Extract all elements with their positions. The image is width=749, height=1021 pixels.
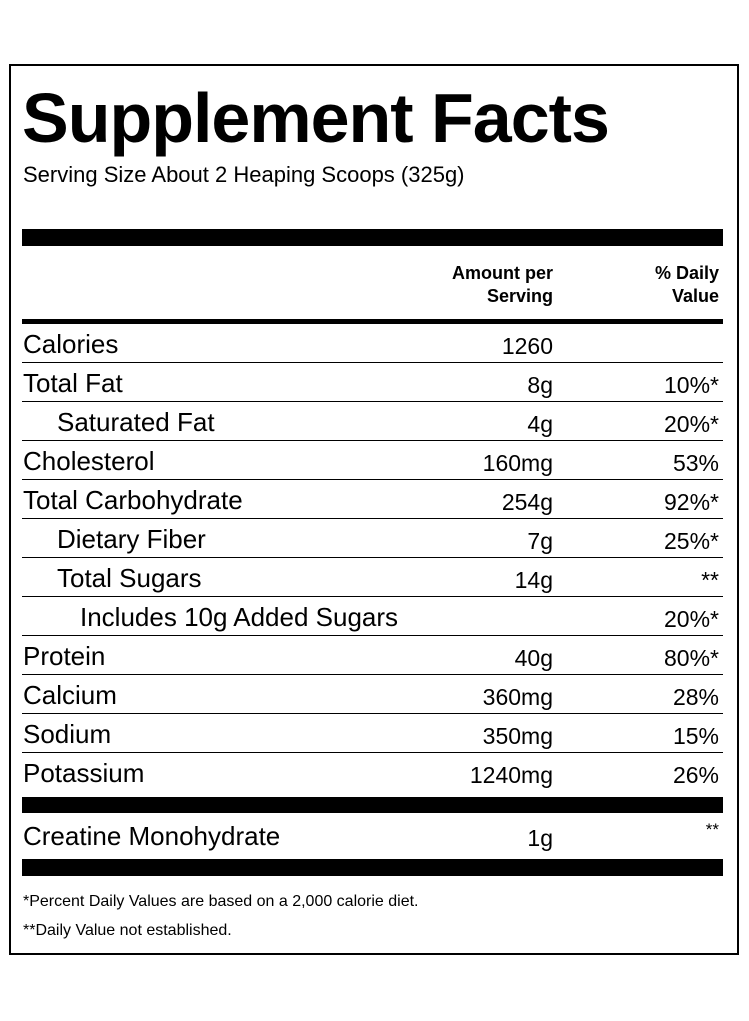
footnote-not-established: **Daily Value not established. <box>23 922 232 939</box>
nutrient-amount: 8g <box>527 372 553 398</box>
nutrient-name: Potassium <box>23 758 145 788</box>
nutrient-row: Calcium 360mg 28% <box>22 675 723 714</box>
nutrient-amount: 14g <box>514 567 553 593</box>
nutrient-row: Sodium 350mg 15% <box>22 714 723 753</box>
nutrient-amount: 160mg <box>482 450 553 476</box>
nutrient-name: Total Carbohydrate <box>23 485 243 515</box>
nutrient-row: Protein 40g 80%* <box>22 636 723 675</box>
nutrient-amount: 360mg <box>482 684 553 710</box>
nutrient-name: Includes 10g Added Sugars <box>80 602 399 632</box>
panel-title: Supplement Facts <box>22 79 610 157</box>
nutrient-name: Sodium <box>23 719 112 749</box>
nutrient-rows: Calories 1260 Total Fat 8g 10%* Saturated Fat… <box>22 324 723 792</box>
nutrient-daily-value: ** <box>705 820 719 839</box>
supplement-facts-panel: Supplement Facts Serving Size About 2 He… <box>9 64 739 955</box>
nutrient-daily-value: 80%* <box>664 645 719 671</box>
nutrient-row: Total Sugars 14g ** <box>22 558 723 597</box>
nutrient-daily-value: 26% <box>672 762 719 788</box>
nutrient-name: Calories <box>23 329 119 359</box>
nutrient-daily-value: 15% <box>672 723 719 749</box>
nutrient-daily-value: 25%* <box>664 528 719 554</box>
nutrient-name: Cholesterol <box>23 446 155 476</box>
nutrient-daily-value: 92%* <box>664 489 719 515</box>
nutrient-amount: 1240mg <box>469 762 553 788</box>
nutrient-name: Total Fat <box>23 368 123 398</box>
dv-header-line-2: Value <box>671 286 719 306</box>
nutrient-daily-value: ** <box>701 567 719 593</box>
nutrient-daily-value: 20%* <box>664 411 719 437</box>
nutrient-name: Protein <box>23 641 106 671</box>
nutrient-daily-value: 10%* <box>664 372 719 398</box>
nutrient-amount: 4g <box>527 411 553 437</box>
amount-per-serving-header: Amount per Serving <box>383 262 553 308</box>
header-divider <box>22 319 723 324</box>
nutrient-row: Total Fat 8g 10%* <box>22 363 723 402</box>
nutrient-amount: 7g <box>527 528 553 554</box>
nutrient-amount: 1260 <box>501 333 553 359</box>
nutrient-amount: 254g <box>501 489 553 515</box>
nutrient-row: Total Carbohydrate 254g 92%* <box>22 480 723 519</box>
nutrient-name: Total Sugars <box>57 563 202 593</box>
amount-header-line-1: Amount per <box>452 263 553 283</box>
middle-divider-bar <box>22 797 723 813</box>
nutrient-amount: 1g <box>527 825 553 851</box>
nutrient-row: Cholesterol 160mg 53% <box>22 441 723 480</box>
nutrient-row: Dietary Fiber 7g 25%* <box>22 519 723 558</box>
creatine-row: Creatine Monohydrate 1g ** <box>22 816 723 856</box>
nutrient-row: Potassium 1240mg 26% <box>22 753 723 792</box>
nutrient-daily-value: 53% <box>672 450 719 476</box>
nutrient-name: Creatine Monohydrate <box>23 821 281 851</box>
amount-header-line-2: Serving <box>486 286 553 306</box>
dv-header-line-1: % Daily <box>654 263 719 283</box>
panel-content: Supplement Facts Serving Size About 2 He… <box>22 66 723 953</box>
nutrient-amount: 350mg <box>482 723 553 749</box>
nutrient-name: Dietary Fiber <box>57 524 206 554</box>
nutrient-daily-value: 28% <box>672 684 719 710</box>
daily-value-header: % Daily Value <box>599 262 719 308</box>
nutrient-daily-value: 20%* <box>664 606 719 632</box>
footnote-daily-values: *Percent Daily Values are based on a 2,0… <box>23 893 419 910</box>
nutrient-amount: 40g <box>514 645 553 671</box>
nutrient-name: Calcium <box>23 680 117 710</box>
nutrient-row: Includes 10g Added Sugars 20%* <box>22 597 723 636</box>
bottom-divider-bar <box>22 859 723 876</box>
nutrient-row: Calories 1260 <box>22 324 723 363</box>
nutrient-name: Saturated Fat <box>57 407 215 437</box>
serving-size: Serving Size About 2 Heaping Scoops (325… <box>23 162 465 187</box>
top-divider-bar <box>22 229 723 246</box>
nutrient-row: Saturated Fat 4g 20%* <box>22 402 723 441</box>
